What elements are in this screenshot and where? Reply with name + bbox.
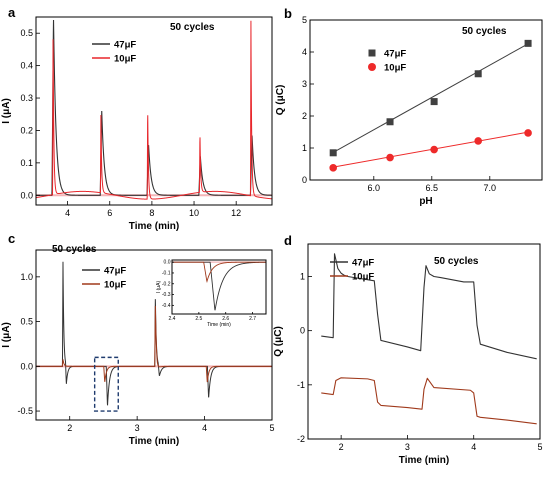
y-tick-label-b: 2	[302, 111, 307, 121]
y-tick-label-a: 0.1	[20, 158, 33, 168]
panel-letter-a: a	[8, 5, 16, 20]
y-tick-label-c: 0.5	[20, 317, 33, 327]
series-line-c-1	[36, 305, 272, 383]
x-tick-label-inset: 2.6	[222, 316, 229, 322]
plot-frame-b	[309, 19, 543, 181]
x-tick-label-d: 4	[471, 442, 476, 452]
y-tick-label-b: 3	[302, 79, 307, 89]
y-tick-label-b: 0	[302, 175, 307, 185]
x-tick-label-a: 10	[189, 208, 199, 218]
x-tick-label-c: 2	[67, 423, 72, 433]
y-axis-title-a: I (μA)	[1, 98, 12, 124]
legend-label-c-1: 10μF	[104, 280, 126, 291]
panel-letter-b: b	[284, 6, 292, 21]
inset-group-c: 2.4 2.5 2.6 2.7 0.0 -0.1 -0.2 -0.3 -0.4 Time (min…	[156, 259, 267, 328]
y-tick-label-inset: -0.4	[162, 303, 171, 309]
data-point-b-1-2	[430, 145, 438, 154]
x-axis-title-c: Time (min)	[129, 436, 179, 447]
x-axis-title-d: Time (min)	[399, 455, 449, 466]
legend-marker-b-1	[368, 63, 376, 71]
inset-series-line-1	[172, 261, 266, 284]
x-axis-title-a: Time (min)	[129, 221, 179, 232]
inset-y-title: I (μA)	[156, 281, 162, 294]
data-point-b-0-2	[430, 98, 438, 106]
data-point-b-0-3	[474, 70, 482, 78]
y-tick-label-a: 0.0	[20, 190, 33, 200]
y-tick-label-d: -1	[297, 380, 305, 390]
y-tick-label-c: 0.0	[20, 361, 33, 371]
plot-frame-c	[35, 249, 273, 421]
x-tick-label-d: 3	[405, 442, 410, 452]
x-tick-label-d: 5	[537, 442, 542, 452]
x-tick-label-c: 5	[269, 423, 274, 433]
x-tick-label-b: 6.5	[426, 183, 439, 193]
y-axis-title-b: Q (μC)	[275, 85, 286, 116]
x-tick-label-b: 6.0	[368, 183, 381, 193]
data-point-b-0-4	[524, 39, 532, 47]
legend-label-a-1: 10μF	[114, 54, 136, 65]
y-tick-label-inset: 0.0	[164, 260, 171, 266]
cycles-annotation-a: 50 cycles	[170, 22, 215, 33]
x-axis-title-b: pH	[419, 196, 432, 207]
x-tick-label-inset: 2.5	[195, 316, 202, 322]
y-tick-label-a: 0.4	[20, 61, 33, 71]
data-point-b-0-1	[386, 118, 394, 126]
y-tick-label-a: 0.3	[20, 93, 33, 103]
panel-letter-d: d	[284, 233, 292, 248]
cycles-annotation-d: 50 cycles	[434, 256, 479, 267]
inset-x-title: Time (min)	[207, 322, 231, 328]
plot-frame-inset	[171, 259, 267, 315]
y-tick-label-a: 0.2	[20, 125, 33, 135]
data-point-b-1-1	[386, 153, 394, 162]
series-line-d-0	[321, 253, 537, 360]
y-tick-label-a: 0.5	[20, 28, 33, 38]
plot-frame-d	[307, 243, 541, 440]
y-tick-label-c: -0.5	[17, 406, 33, 416]
x-tick-label-d: 2	[339, 442, 344, 452]
x-tick-label-inset: 2.4	[169, 316, 176, 322]
panel-letter-c: c	[8, 231, 15, 246]
y-tick-label-c: 1.0	[20, 272, 33, 282]
data-point-b-1-3	[474, 137, 483, 145]
y-tick-label-inset: -0.3	[162, 292, 171, 298]
x-tick-label-inset: 2.7	[249, 316, 256, 322]
y-tick-label-inset: -0.2	[162, 281, 171, 287]
y-tick-label-b: 4	[302, 47, 307, 57]
series-line-a-0	[36, 19, 272, 196]
legend-label-d-1: 10μF	[352, 272, 374, 283]
legend-label-a-0: 47μF	[114, 40, 136, 51]
cycles-annotation-b: 50 cycles	[462, 26, 507, 37]
y-tick-label-d: 1	[300, 272, 305, 282]
x-tick-label-a: 6	[107, 208, 112, 218]
fit-line-b-0	[332, 43, 529, 153]
series-line-d-1	[321, 377, 537, 425]
x-tick-label-a: 8	[149, 208, 154, 218]
y-axis-title-c: I (μA)	[1, 322, 12, 348]
y-axis-title-d: Q (μC)	[273, 326, 284, 357]
series-line-a-1	[35, 20, 273, 200]
y-tick-label-inset: -0.1	[162, 270, 171, 276]
y-tick-label-b: 5	[302, 15, 307, 25]
x-tick-label-a: 4	[65, 208, 70, 218]
data-point-b-0-0	[329, 149, 337, 157]
y-tick-label-d: 0	[300, 326, 305, 336]
x-tick-label-c: 3	[135, 423, 140, 433]
legend-marker-b-0	[368, 49, 376, 57]
data-point-b-1-0	[329, 164, 338, 172]
data-point-b-1-4	[524, 129, 532, 137]
x-tick-label-a: 12	[231, 208, 241, 218]
x-tick-label-c: 4	[202, 423, 207, 433]
x-tick-label-b: 7.0	[484, 183, 497, 193]
legend-label-b-0: 47μF	[384, 49, 406, 60]
legend-label-c-0: 47μF	[104, 266, 126, 277]
legend-label-b-1: 10μF	[384, 63, 406, 74]
plot-frame-a	[35, 16, 273, 206]
y-tick-label-b: 1	[302, 143, 307, 153]
y-tick-label-d: -2	[297, 434, 305, 444]
legend-label-d-0: 47μF	[352, 258, 374, 269]
cycles-annotation-c: 50 cycles	[52, 244, 97, 255]
inset-background	[172, 260, 266, 314]
